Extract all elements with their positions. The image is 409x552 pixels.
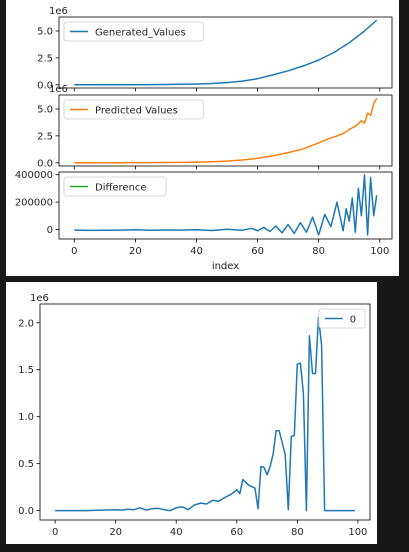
legend: Predicted Values — [64, 100, 203, 119]
x-tick-label: 80 — [291, 527, 304, 538]
legend-label: Difference — [95, 183, 147, 194]
y-tick-label: 5.0 — [37, 26, 53, 37]
x-tick-label: 40 — [190, 246, 203, 257]
legend: Generated_Values — [64, 22, 203, 41]
y-tick-label: 0.0 — [18, 506, 34, 517]
difference-axes: 0 200000 400000 0 20 40 60 80 100 index Difference — [15, 170, 392, 272]
y-tick-label: 2.0 — [18, 318, 34, 329]
y-tick-label: 2.5 — [37, 131, 53, 142]
series-line-0 — [55, 317, 355, 511]
x-tick-label: 60 — [251, 246, 264, 257]
y-tick-label: 1.0 — [18, 412, 34, 423]
y-tick-label: 2.5 — [37, 53, 53, 64]
x-tick-label: 0 — [71, 246, 77, 257]
legend: 0 — [319, 309, 365, 328]
column-0-axes: 0.0 0.5 1.0 1.5 2.0 0 20 40 60 80 100 1e6 0 — [18, 293, 370, 538]
x-tick-label: 20 — [109, 527, 122, 538]
bottom-figure: 0.0 0.5 1.0 1.5 2.0 0 20 40 60 80 100 1e6 0 — [6, 282, 377, 544]
y-tick-label: 5.0 — [37, 104, 53, 115]
x-tick-label: 40 — [170, 527, 183, 538]
x-axis-label: index — [212, 261, 239, 272]
top-figure: 0.0 2.5 5.0 1e6 Generated_Values 0.0 2.5 5.0 1e6… — [6, 0, 399, 276]
x-tick-label: 20 — [129, 246, 142, 257]
x-tick-label: 0 — [52, 527, 58, 538]
legend-label: Generated_Values — [95, 28, 186, 39]
y-offset-label: 1e6 — [49, 6, 68, 17]
top-figure-svg: 0.0 2.5 5.0 1e6 Generated_Values 0.0 2.5 5.0 1e6… — [6, 0, 399, 276]
x-tick-label: 100 — [348, 527, 367, 538]
y-tick-label: 200000 — [15, 198, 53, 209]
x-tick-label: 60 — [230, 527, 243, 538]
legend-label: 0 — [350, 315, 356, 326]
x-tick-label: 100 — [370, 246, 389, 257]
y-tick-label: 0 — [47, 225, 53, 236]
predicted-values-axes: 0.0 2.5 5.0 1e6 Predicted Values — [37, 84, 392, 170]
y-offset-label: 1e6 — [30, 293, 49, 304]
legend: Difference — [64, 177, 166, 196]
y-tick-label: 400000 — [15, 170, 53, 181]
x-tick-label: 80 — [312, 246, 325, 257]
legend-label: Predicted Values — [95, 106, 178, 117]
y-tick-label: 0.0 — [37, 158, 53, 169]
y-tick-label: 1.5 — [18, 365, 34, 376]
y-tick-label: 0.5 — [18, 459, 34, 470]
y-offset-label: 1e6 — [49, 84, 68, 95]
bottom-figure-svg: 0.0 0.5 1.0 1.5 2.0 0 20 40 60 80 100 1e6 0 — [6, 282, 377, 544]
